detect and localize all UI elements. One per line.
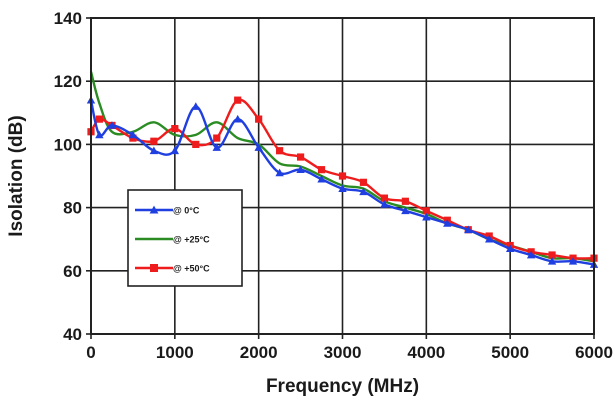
y-tick-label: 120 [54, 72, 82, 91]
data-point [275, 168, 284, 177]
x-axis-title: Frequency (MHz) [266, 376, 419, 397]
y-axis-title: Isolation (dB) [6, 115, 27, 236]
data-point [422, 207, 430, 215]
legend-label: @ 0°C [173, 206, 200, 216]
data-point [192, 140, 200, 148]
x-tick-label: 3000 [324, 343, 362, 362]
data-point [380, 200, 389, 208]
x-tick-label: 5000 [491, 343, 529, 362]
data-point [95, 130, 104, 139]
data-point [443, 219, 452, 227]
data-point [212, 143, 221, 151]
y-tick-label: 80 [63, 199, 82, 218]
data-point [255, 115, 263, 123]
x-tick-label: 2000 [240, 343, 278, 362]
legend-label: @ +50°C [173, 264, 210, 274]
data-point [296, 165, 305, 174]
data-point [338, 172, 347, 180]
data-point [338, 184, 347, 192]
legend-marker [150, 264, 158, 272]
y-tick-label: 100 [54, 135, 82, 154]
axes: 0 1000 2000 3000 4000 5000 6000 40 60 80 100 120 140… [6, 9, 613, 397]
data-point [380, 194, 389, 202]
data-point [422, 212, 431, 221]
data-point [276, 147, 284, 155]
data-point [107, 121, 117, 129]
data-point [191, 102, 200, 110]
y-tick-label: 40 [63, 325, 82, 344]
y-tick-label: 60 [63, 262, 82, 281]
legend-entry: @ +25°C [135, 235, 210, 245]
series-0 [86, 95, 599, 268]
data-point [568, 257, 578, 265]
x-tick-label: 4000 [407, 343, 445, 362]
data-point [296, 153, 305, 161]
x-tick-label: 1000 [156, 343, 194, 362]
legend: @ 0°C @ +25°C @ +50°C [127, 189, 243, 287]
x-tick-label: 0 [86, 343, 95, 362]
legend-marker [149, 205, 159, 214]
data-point [359, 178, 368, 186]
data-point [213, 134, 221, 142]
legend-entry: @ 0°C [135, 206, 200, 216]
data-point [464, 225, 473, 234]
data-point [401, 197, 409, 205]
data-point [485, 235, 494, 243]
data-point [150, 137, 158, 145]
data-point [359, 187, 368, 196]
data-point [401, 206, 410, 215]
data-point [505, 244, 515, 253]
data-point [254, 143, 263, 151]
data-point [171, 125, 179, 133]
legend-label: @ +25°C [173, 235, 210, 245]
data-point [548, 251, 556, 259]
data-point [149, 146, 159, 155]
data-point [128, 130, 138, 139]
data-point [233, 114, 242, 123]
data-point [234, 96, 242, 104]
data-point [170, 146, 180, 155]
data-point [95, 115, 103, 123]
legend-entry: @ +50°C [135, 264, 210, 274]
series-layer [86, 71, 599, 268]
data-point [526, 250, 536, 259]
data-point [317, 174, 326, 183]
data-point [317, 166, 326, 174]
y-tick-label: 140 [54, 9, 82, 28]
x-tick-label: 6000 [575, 343, 613, 362]
data-point [547, 257, 557, 265]
